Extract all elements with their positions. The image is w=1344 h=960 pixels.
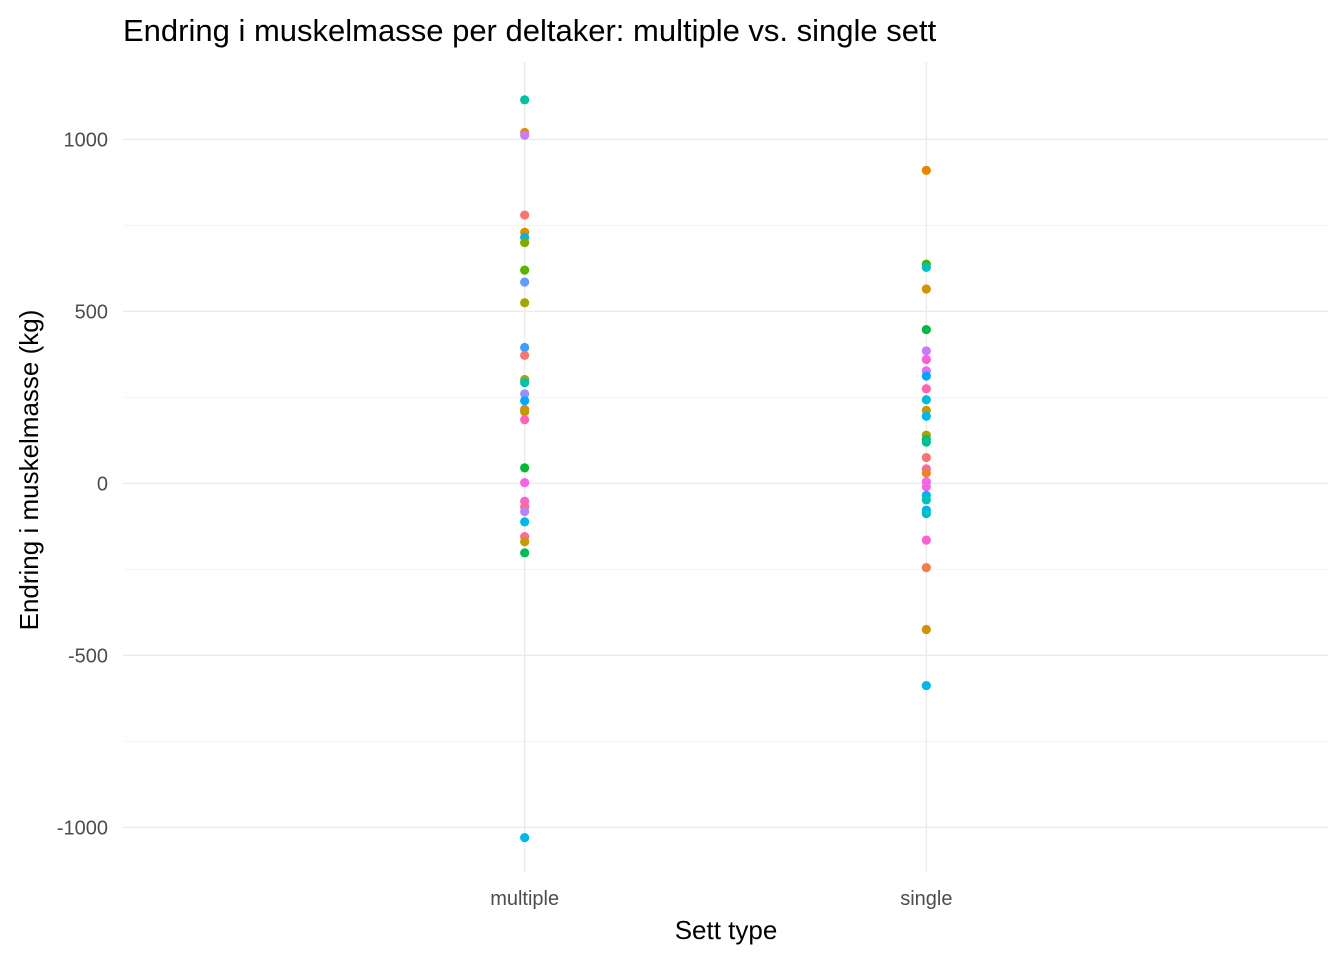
data-point: [921, 411, 931, 421]
x-axis-tick-labels: multiple single: [490, 888, 952, 910]
data-point: [520, 277, 530, 287]
data-point: [520, 833, 530, 843]
data-point: [520, 415, 530, 425]
data-point: [921, 284, 931, 294]
data-point: [921, 680, 931, 691]
data-point: [520, 463, 530, 473]
minor-grid: [123, 224, 1328, 742]
data-point: [520, 377, 530, 388]
data-point: [921, 452, 931, 463]
x-tick-label: single: [900, 888, 952, 910]
y-tick-label: -500: [68, 645, 108, 667]
data-point: [921, 354, 931, 365]
chart-title: Endring i muskelmasse per deltaker: mult…: [123, 13, 937, 48]
major-grid: [123, 62, 1328, 872]
data-point: [921, 509, 931, 519]
data-point: [520, 265, 530, 275]
data-point: [921, 482, 931, 492]
y-axis-tick-labels: 1000 500 0 -500 -1000: [57, 129, 108, 839]
data-point: [520, 237, 530, 248]
data-point: [520, 342, 530, 353]
y-axis-title: Endring i muskelmasse (kg): [14, 310, 44, 631]
data-point: [921, 346, 931, 356]
x-tick-label: multiple: [490, 888, 559, 910]
data-points: [520, 95, 931, 843]
data-point: [921, 535, 931, 545]
data-point: [921, 384, 931, 394]
data-point: [520, 517, 530, 527]
data-point: [520, 478, 530, 488]
data-point: [520, 537, 530, 547]
data-point: [921, 395, 931, 405]
data-point: [921, 324, 931, 335]
data-point: [520, 130, 530, 140]
data-point: [921, 624, 931, 635]
data-point: [921, 371, 931, 381]
data-point: [520, 407, 530, 417]
y-tick-label: 500: [75, 301, 108, 323]
data-point: [921, 563, 931, 573]
data-point: [520, 506, 530, 517]
data-point: [520, 396, 530, 406]
data-point: [520, 548, 530, 558]
data-point: [520, 298, 530, 308]
y-tick-label: -1000: [57, 817, 108, 839]
data-point: [520, 389, 530, 399]
data-point: [520, 350, 530, 360]
data-point: [520, 95, 530, 105]
y-tick-label: 0: [97, 473, 108, 495]
data-point: [520, 210, 530, 220]
y-tick-label: 1000: [64, 129, 109, 151]
data-point: [921, 262, 931, 272]
data-point: [921, 437, 931, 447]
data-point: [921, 495, 931, 505]
data-point: [921, 165, 931, 175]
data-point: [921, 468, 931, 478]
x-axis-title: Sett type: [675, 915, 778, 945]
